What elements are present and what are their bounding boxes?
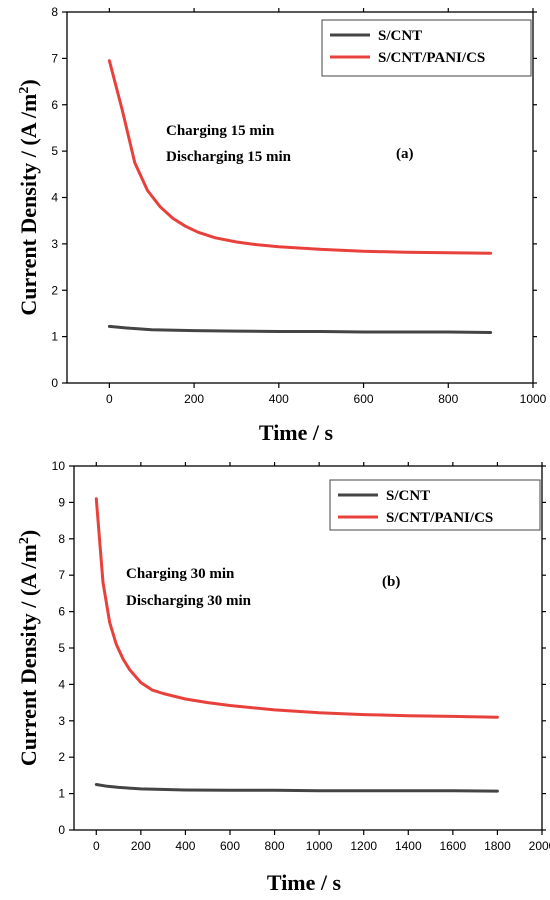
y-tick-label: 1 — [58, 787, 65, 801]
x-tick-label: 800 — [265, 839, 285, 853]
y-axis-title-main: Current Density / (A /m — [16, 94, 41, 316]
y-tick-label: 6 — [51, 98, 58, 112]
x-tick-label: 600 — [220, 839, 240, 853]
legend-label: S/CNT — [386, 488, 430, 504]
y-tick-label: 4 — [58, 677, 65, 691]
y-axis-title: Current Density / (A /m2) — [16, 79, 41, 315]
y-tick-label: 5 — [51, 144, 58, 158]
y-axis-title: Current Density / (A /m2) — [16, 530, 41, 766]
y-axis-title-sup: 2 — [17, 87, 32, 94]
y-tick-label: 3 — [58, 714, 65, 728]
y-tick-label: 6 — [58, 605, 65, 619]
chart-a: 0 200 400 600 800 1000 0 1 2 3 4 5 6 7 8 S/CNT S/CNT/PAN… — [16, 5, 547, 445]
x-axis-title: Time / s — [259, 420, 334, 445]
x-tick-label: 0 — [106, 392, 113, 406]
y-tick-label: 2 — [58, 750, 65, 764]
x-tick-label: 200 — [131, 839, 151, 853]
y-tick-label: 0 — [58, 823, 65, 837]
y-tick-label: 8 — [51, 5, 58, 19]
legend-label: S/CNT/PANI/CS — [386, 510, 493, 526]
annotation: Discharging 15 min — [166, 149, 292, 165]
x-tick-label: 600 — [354, 392, 374, 406]
y-axis-title-close: ) — [16, 79, 41, 86]
x-tick-label: 400 — [269, 392, 289, 406]
x-tick-label: 1400 — [395, 839, 422, 853]
y-axis-title-main: Current Density / (A /m — [16, 544, 41, 766]
y-tick-label: 7 — [51, 51, 58, 65]
x-tick-label: 0 — [93, 839, 100, 853]
annotation: Charging 30 min — [126, 566, 235, 582]
y-tick-label: 0 — [51, 376, 58, 390]
legend-box — [321, 19, 532, 77]
y-tick-label: 3 — [51, 237, 58, 251]
annotation: (a) — [396, 146, 414, 162]
annotation: (b) — [382, 574, 400, 590]
series-line-s-cnt-pani-cs — [94, 497, 499, 719]
y-tick-label: 8 — [58, 532, 65, 546]
x-tick-label: 1200 — [350, 839, 377, 853]
series-line-s-cnt — [107, 324, 493, 334]
legend-label: S/CNT — [378, 28, 422, 44]
x-tick-label: 1000 — [306, 839, 333, 853]
y-tick-label: 10 — [52, 459, 66, 473]
x-tick-label: 1000 — [520, 392, 547, 406]
annotation: Charging 15 min — [166, 123, 275, 139]
legend-box — [329, 479, 541, 531]
annotation: Discharging 30 min — [126, 593, 252, 609]
x-tick-label: 1800 — [484, 839, 511, 853]
x-tick-label: 1600 — [440, 839, 467, 853]
y-tick-label: 5 — [58, 641, 65, 655]
series-line-s-cnt-pani-cs — [107, 59, 493, 255]
x-axis-title: Time / s — [267, 870, 342, 895]
y-tick-label: 2 — [51, 283, 58, 297]
y-tick-label: 9 — [58, 495, 65, 509]
y-tick-label: 4 — [51, 191, 58, 205]
y-axis-title-sup: 2 — [17, 537, 32, 544]
series-line-s-cnt — [94, 783, 499, 793]
y-tick-label: 7 — [58, 568, 65, 582]
y-axis-title-close: ) — [16, 530, 41, 537]
x-tick-label: 400 — [175, 839, 195, 853]
legend-label: S/CNT/PANI/CS — [378, 50, 485, 66]
x-tick-label: 200 — [184, 392, 204, 406]
y-tick-label: 1 — [51, 330, 58, 344]
x-tick-label: 800 — [438, 392, 458, 406]
